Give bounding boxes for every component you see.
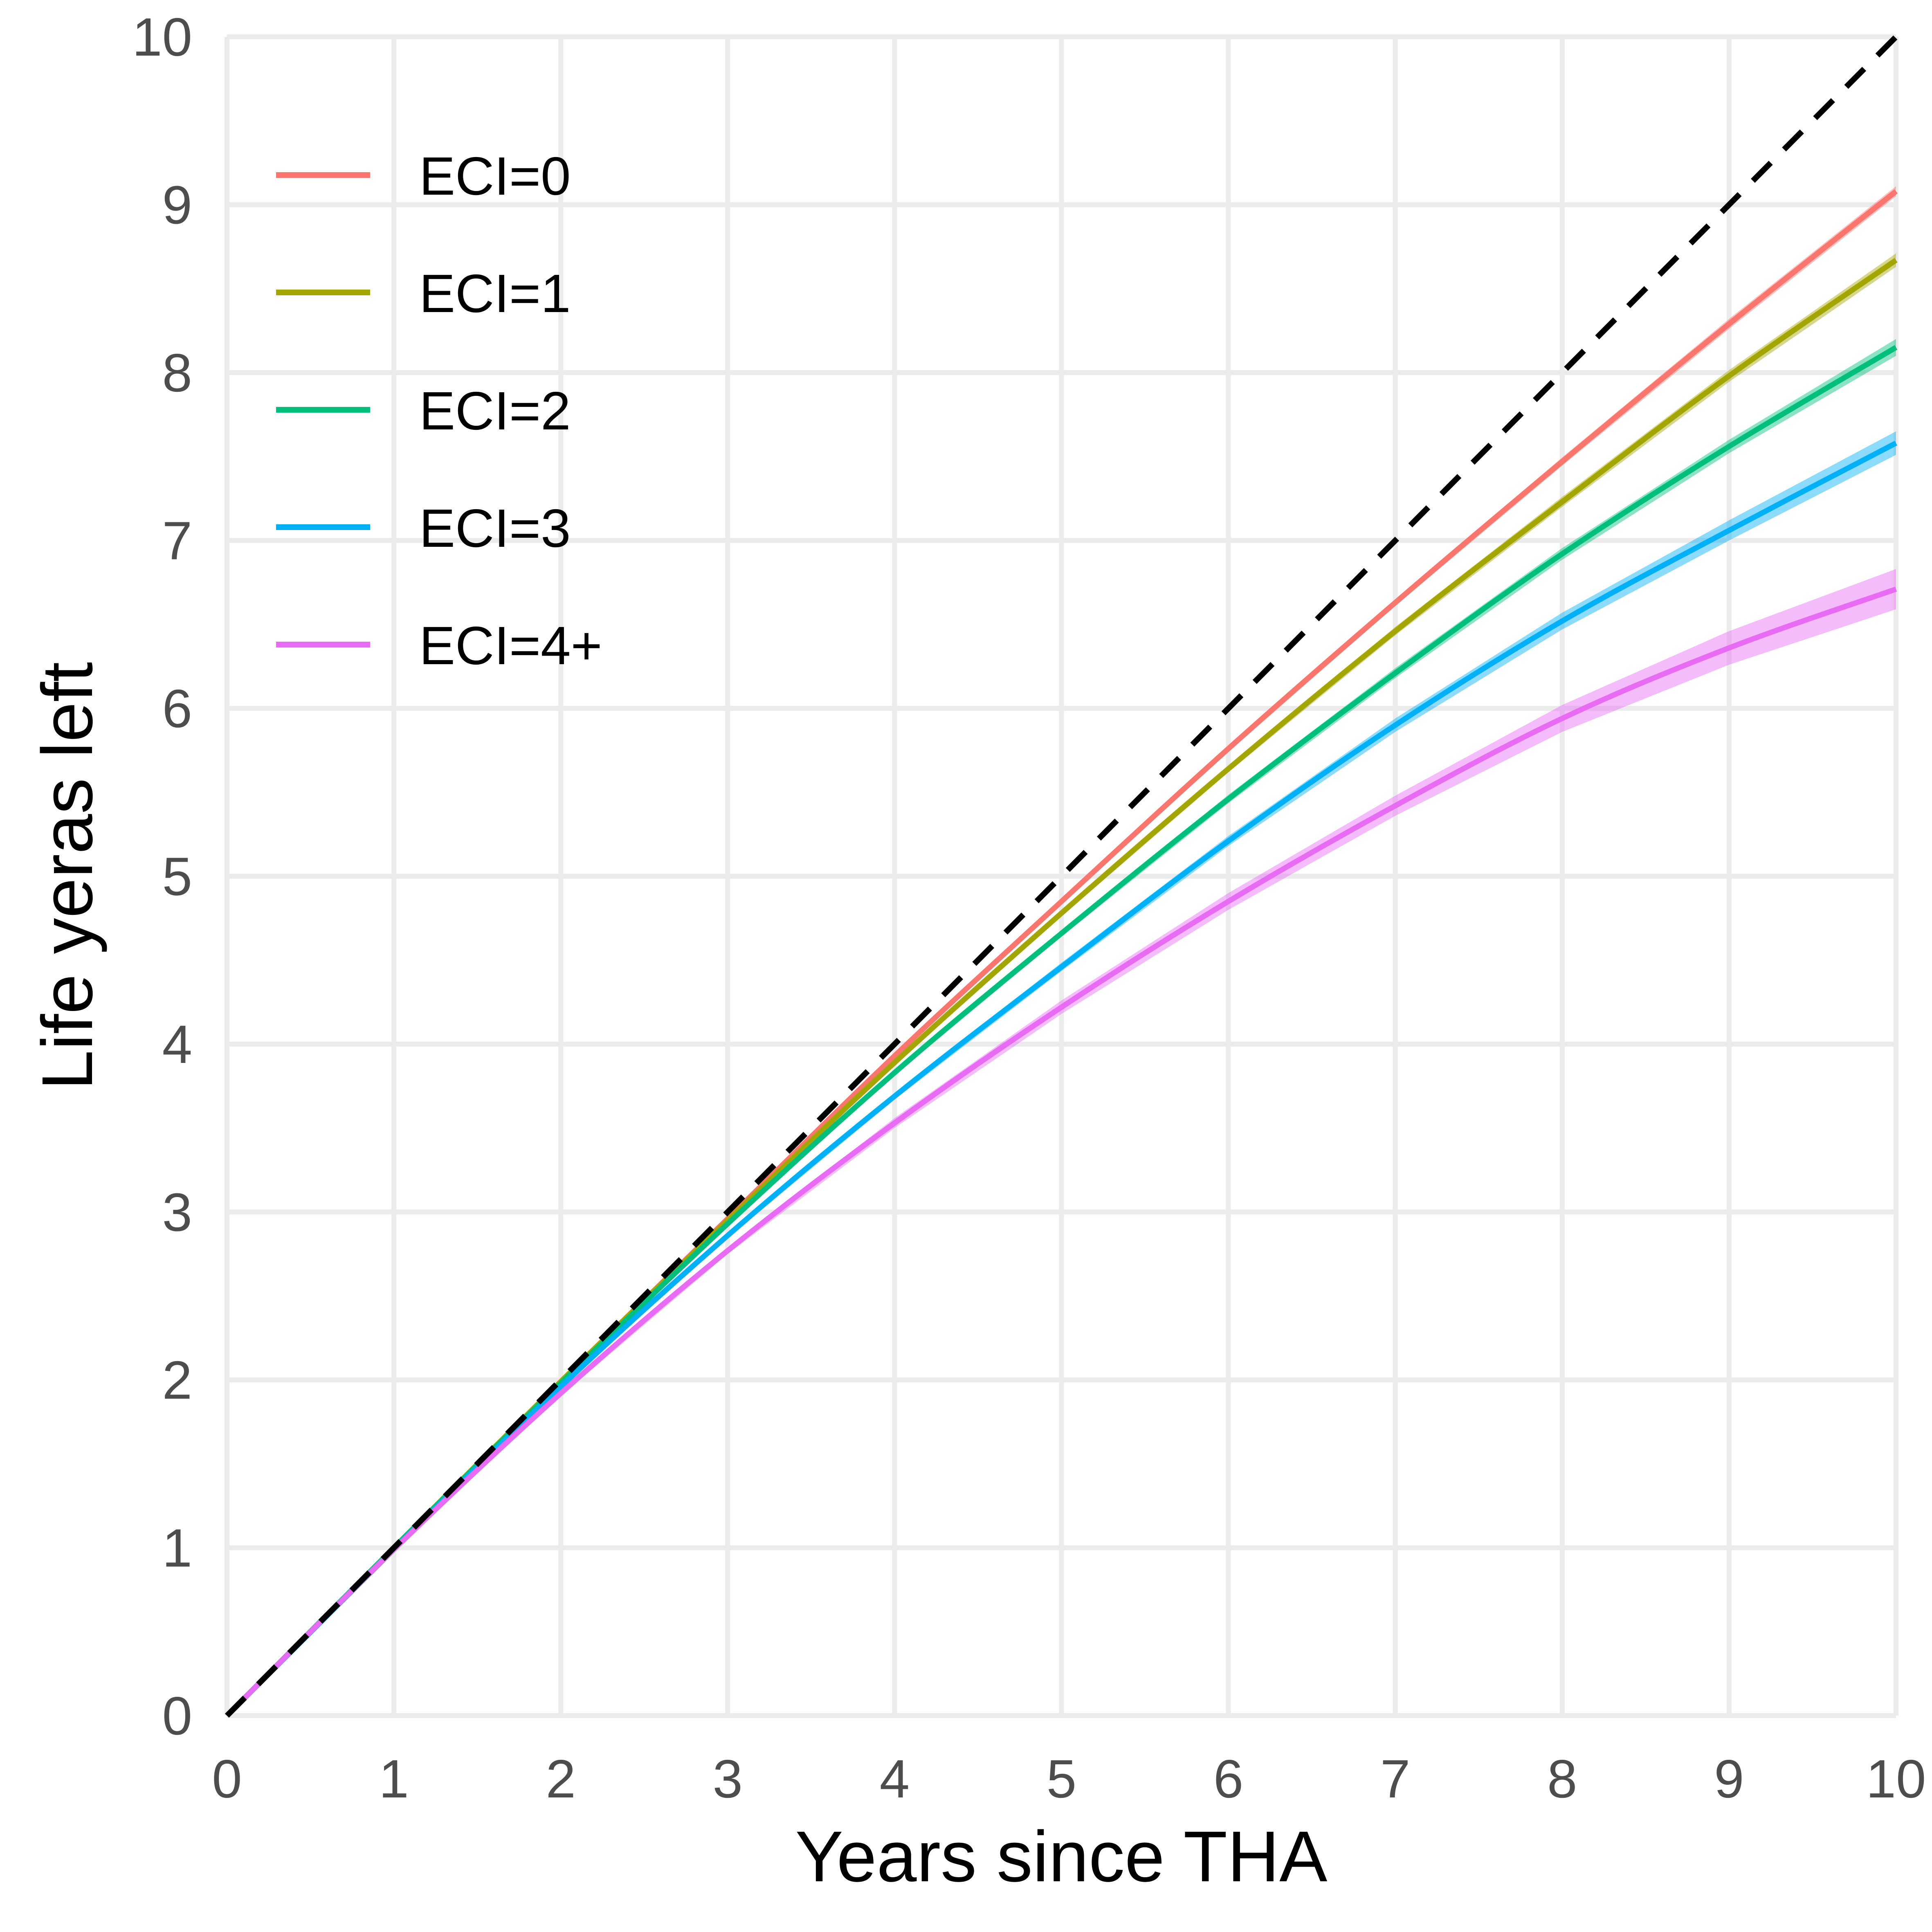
legend: ECI=0 ECI=1 ECI=2 ECI=3 ECI=4+ xyxy=(276,146,602,676)
legend-label: ECI=4+ xyxy=(419,616,602,676)
legend-label: ECI=3 xyxy=(419,498,571,558)
legend-label: ECI=1 xyxy=(419,263,571,323)
x-tick-label: 10 xyxy=(1866,1749,1926,1809)
x-tick-label: 0 xyxy=(212,1749,242,1809)
x-tick-label: 9 xyxy=(1714,1749,1744,1809)
grid xyxy=(225,34,1898,1718)
x-tick-label: 5 xyxy=(1047,1749,1076,1809)
y-tick-label: 0 xyxy=(162,1686,192,1746)
x-tick-label: 7 xyxy=(1380,1749,1410,1809)
x-tick-label: 6 xyxy=(1213,1749,1243,1809)
legend-label: ECI=2 xyxy=(419,381,571,441)
y-axis-title: Life yeras left xyxy=(27,662,108,1090)
x-tick-label: 8 xyxy=(1547,1749,1577,1809)
series-line-eci-3 xyxy=(225,440,1898,1718)
series-line-eci-4 xyxy=(225,586,1897,1718)
x-tick-labels: 0 1 2 3 4 5 6 7 8 9 10 xyxy=(212,1749,1926,1809)
y-tick-labels: 0 1 2 3 4 5 6 7 8 9 10 xyxy=(132,7,192,1746)
y-tick-label: 10 xyxy=(132,7,192,67)
y-tick-label: 6 xyxy=(162,678,192,739)
y-tick-label: 5 xyxy=(162,847,192,907)
x-tick-label: 1 xyxy=(379,1749,409,1809)
y-tick-label: 3 xyxy=(162,1182,192,1242)
y-tick-label: 2 xyxy=(162,1350,192,1410)
y-tick-label: 7 xyxy=(162,511,192,571)
legend-label: ECI=0 xyxy=(419,146,571,206)
x-tick-label: 3 xyxy=(713,1749,743,1809)
y-tick-label: 1 xyxy=(162,1518,192,1578)
y-tick-label: 4 xyxy=(162,1014,192,1074)
y-tick-label: 8 xyxy=(162,343,192,403)
x-tick-label: 4 xyxy=(880,1749,910,1809)
x-tick-label: 2 xyxy=(546,1749,575,1809)
y-tick-label: 9 xyxy=(162,175,192,235)
x-axis-title: Years since THA xyxy=(795,1817,1328,1897)
